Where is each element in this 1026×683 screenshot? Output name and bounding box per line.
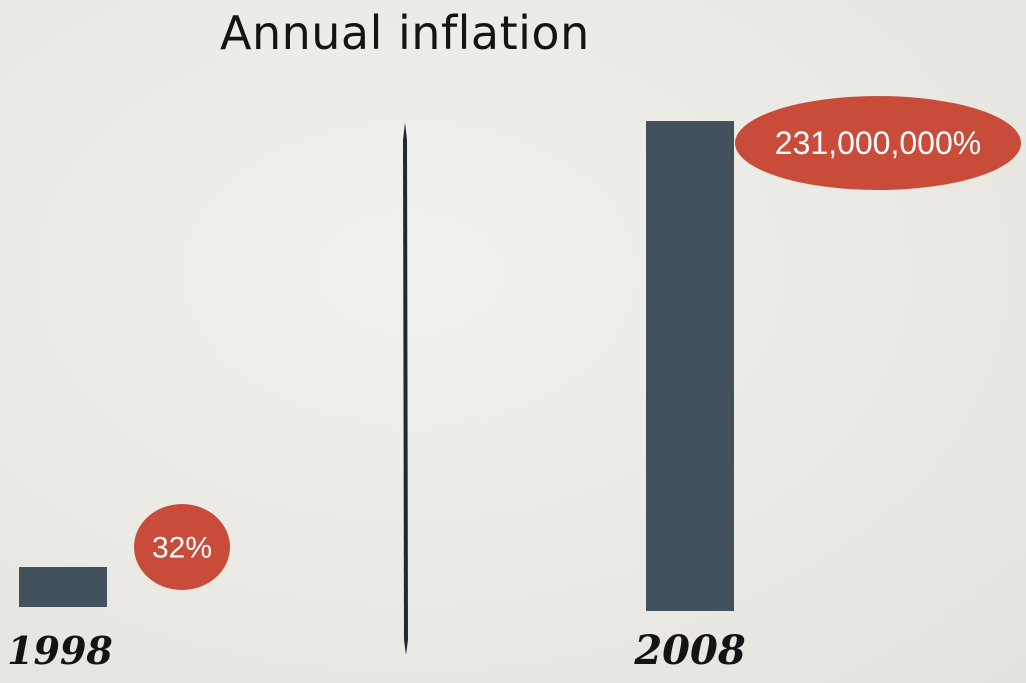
bar-1998 [19,567,107,607]
bar-2008 [646,121,734,611]
chart-title: Annual inflation [220,6,590,60]
value-label-1998: 32% [152,532,212,565]
value-bubble-1998 [134,504,230,590]
value-label-2008: 231,000,000% [775,125,981,161]
value-bubble-2008 [735,96,1021,190]
category-label-2008: 2008 [633,627,745,674]
axis-break-divider [403,122,408,655]
category-label-1998: 1998 [7,628,113,673]
